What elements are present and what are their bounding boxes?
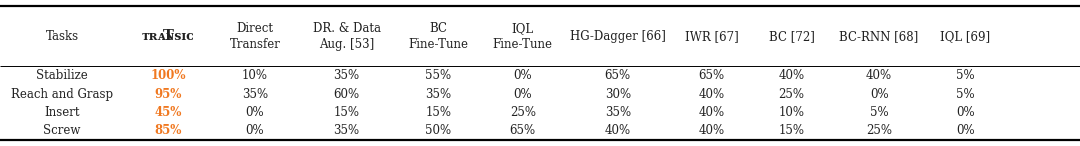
Text: Direct
Transfer: Direct Transfer bbox=[229, 22, 281, 51]
Text: 40%: 40% bbox=[779, 69, 805, 82]
Text: BC-RNN [68]: BC-RNN [68] bbox=[839, 30, 919, 43]
Text: 65%: 65% bbox=[510, 124, 536, 137]
Text: Tasks: Tasks bbox=[45, 30, 79, 43]
Text: 65%: 65% bbox=[605, 69, 631, 82]
Text: 85%: 85% bbox=[154, 124, 183, 137]
Text: 35%: 35% bbox=[334, 124, 360, 137]
Text: BC
Fine-Tune: BC Fine-Tune bbox=[408, 22, 469, 51]
Text: Screw: Screw bbox=[43, 124, 81, 137]
Text: BC [72]: BC [72] bbox=[769, 30, 814, 43]
Text: 45%: 45% bbox=[154, 106, 183, 119]
Text: T: T bbox=[163, 29, 174, 43]
Text: 0%: 0% bbox=[245, 106, 265, 119]
Text: Stabilize: Stabilize bbox=[37, 69, 87, 82]
Text: IQL
Fine-Tune: IQL Fine-Tune bbox=[492, 22, 553, 51]
Text: 35%: 35% bbox=[334, 69, 360, 82]
Text: 25%: 25% bbox=[866, 124, 892, 137]
Text: 10%: 10% bbox=[779, 106, 805, 119]
Text: 5%: 5% bbox=[956, 69, 975, 82]
Text: 15%: 15% bbox=[779, 124, 805, 137]
Text: 50%: 50% bbox=[426, 124, 451, 137]
Text: 0%: 0% bbox=[245, 124, 265, 137]
Text: 10%: 10% bbox=[242, 69, 268, 82]
Text: 40%: 40% bbox=[699, 124, 725, 137]
Text: 40%: 40% bbox=[699, 106, 725, 119]
Text: 40%: 40% bbox=[699, 88, 725, 101]
Text: 0%: 0% bbox=[513, 88, 532, 101]
Text: 35%: 35% bbox=[605, 106, 631, 119]
Text: ᴛʀᴀɴѕɪᴄ: ᴛʀᴀɴѕɪᴄ bbox=[143, 30, 194, 43]
Text: 25%: 25% bbox=[779, 88, 805, 101]
Text: 100%: 100% bbox=[151, 69, 186, 82]
Text: 25%: 25% bbox=[510, 106, 536, 119]
Text: 0%: 0% bbox=[956, 106, 975, 119]
Text: 55%: 55% bbox=[426, 69, 451, 82]
Text: 15%: 15% bbox=[426, 106, 451, 119]
Text: 0%: 0% bbox=[869, 88, 889, 101]
Text: 35%: 35% bbox=[426, 88, 451, 101]
Text: IQL [69]: IQL [69] bbox=[941, 30, 990, 43]
Text: Insert: Insert bbox=[44, 106, 80, 119]
Text: DR. & Data
Aug. [53]: DR. & Data Aug. [53] bbox=[313, 22, 380, 51]
Text: HG-Dagger [66]: HG-Dagger [66] bbox=[570, 30, 665, 43]
Text: 40%: 40% bbox=[605, 124, 631, 137]
Text: 15%: 15% bbox=[334, 106, 360, 119]
Text: 95%: 95% bbox=[154, 88, 183, 101]
Text: 35%: 35% bbox=[242, 88, 268, 101]
Text: 5%: 5% bbox=[869, 106, 889, 119]
Text: 60%: 60% bbox=[334, 88, 360, 101]
Text: 65%: 65% bbox=[699, 69, 725, 82]
Text: Reach and Grasp: Reach and Grasp bbox=[11, 88, 113, 101]
Text: IWR [67]: IWR [67] bbox=[685, 30, 739, 43]
Text: 30%: 30% bbox=[605, 88, 631, 101]
Text: 5%: 5% bbox=[956, 88, 975, 101]
Text: 40%: 40% bbox=[866, 69, 892, 82]
Text: 0%: 0% bbox=[956, 124, 975, 137]
Text: 0%: 0% bbox=[513, 69, 532, 82]
